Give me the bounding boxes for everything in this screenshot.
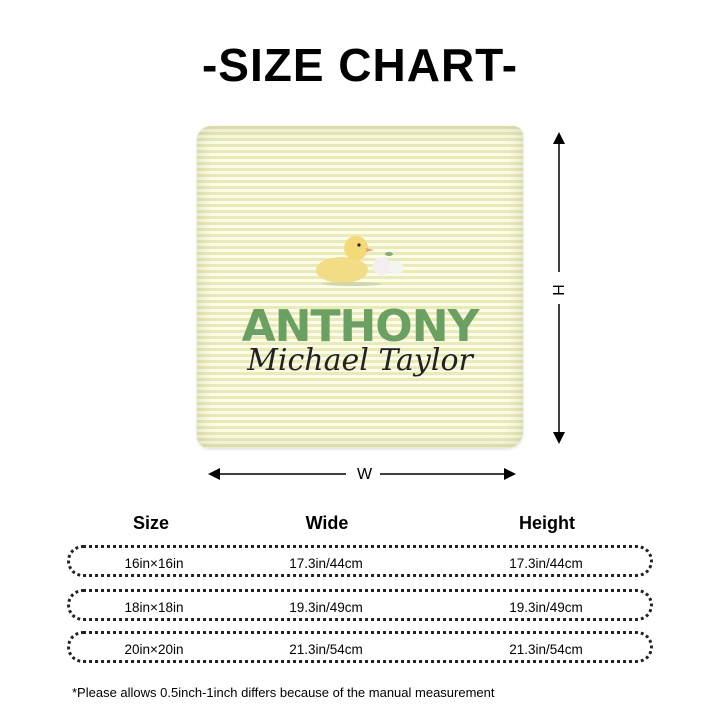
header-height: Height xyxy=(519,513,575,533)
table-row: 18in×18in 19.3in/49cm 19.3in/49cm xyxy=(67,589,653,621)
width-label: W xyxy=(357,466,373,483)
cell-height: 21.3in/54cm xyxy=(509,642,583,657)
cell-wide: 19.3in/49cm xyxy=(289,600,363,615)
pillow-image xyxy=(197,126,523,448)
measurement-note: *Please allows 0.5inch-1inch differs bec… xyxy=(72,685,495,700)
height-label: H xyxy=(548,284,566,296)
cell-wide: 21.3in/54cm xyxy=(289,642,363,657)
cell-height: 17.3in/44cm xyxy=(509,556,583,571)
pillow-subname: Michael Taylor xyxy=(247,343,473,378)
duckling-illustration xyxy=(316,236,403,286)
cell-size: 18in×18in xyxy=(124,600,184,615)
header-size: Size xyxy=(132,513,170,533)
height-arrow xyxy=(553,132,565,444)
cell-size: 20in×20in xyxy=(124,642,184,657)
width-arrow xyxy=(208,468,516,480)
page-title: -SIZE CHART- xyxy=(201,39,519,91)
cell-height: 19.3in/49cm xyxy=(509,600,583,615)
header-wide: Wide xyxy=(305,513,349,533)
table-row: 20in×20in 21.3in/54cm 21.3in/54cm xyxy=(67,631,653,663)
table-row: 16in×16in 17.3in/44cm 17.3in/44cm xyxy=(67,545,653,577)
pillow-name: ANTHONY xyxy=(241,301,480,352)
cell-size: 16in×16in xyxy=(124,556,184,571)
cell-wide: 17.3in/44cm xyxy=(289,556,363,571)
